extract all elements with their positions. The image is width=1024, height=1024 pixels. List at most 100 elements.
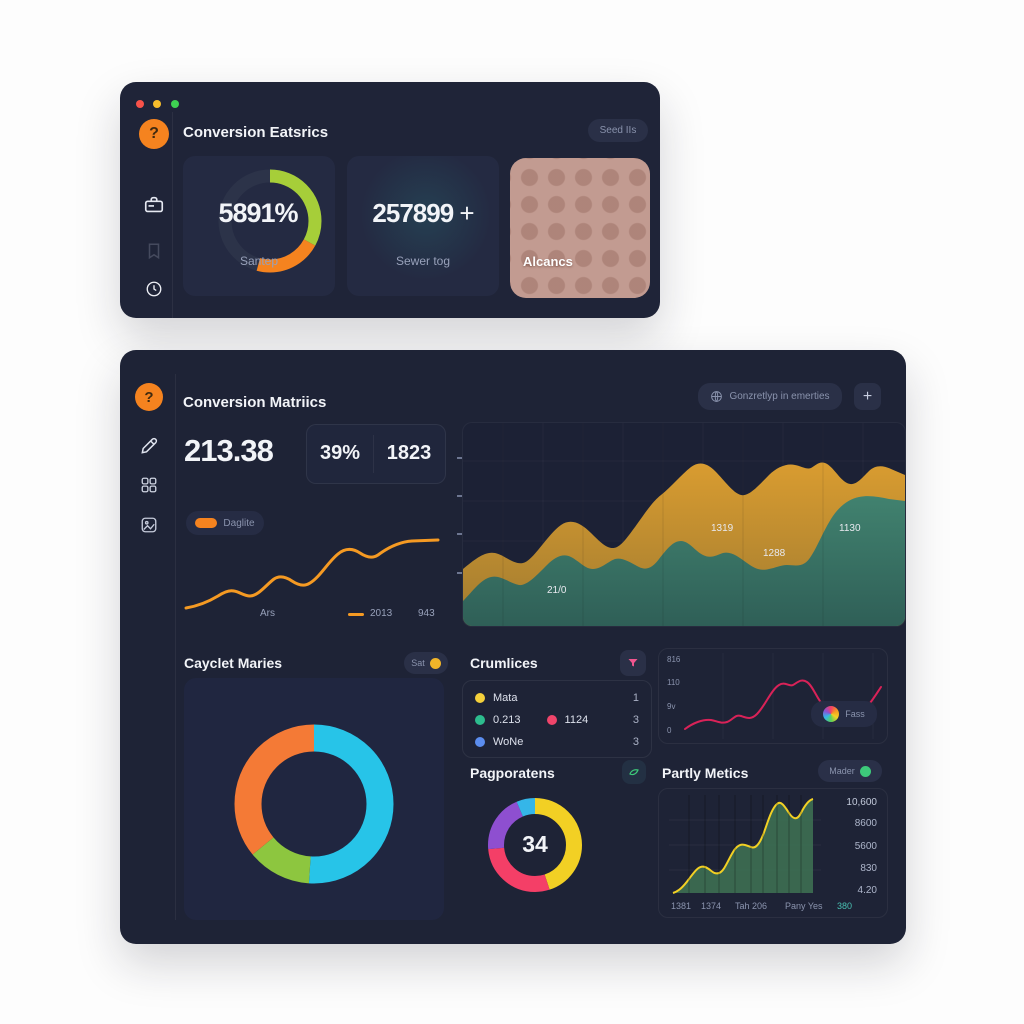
rainbow-pie-icon xyxy=(823,706,840,722)
stacked-area-chart: 1319 1288 1130 21/0 xyxy=(463,423,905,626)
generate-button-label: Gonzretlyp in emerties xyxy=(729,391,830,402)
sidebar-divider xyxy=(172,112,173,318)
counter-card: 257899 + Sewer tog xyxy=(347,156,499,296)
legend-label-3: WoNe xyxy=(493,736,524,748)
area-label-c: 1130 xyxy=(839,523,861,534)
area-chart-panel: 1319 1288 1130 21/0 xyxy=(462,422,906,627)
stat-pct: 39% xyxy=(319,442,361,464)
bars-y-label-2: 5600 xyxy=(854,841,877,852)
trend-series-label: 2013 xyxy=(370,608,393,619)
counter-plus: + xyxy=(459,198,474,228)
progress-section-title: Pagporatens xyxy=(470,765,555,781)
spark-badge[interactable]: Fass xyxy=(811,701,877,727)
bars-y-label-3: 830 xyxy=(860,863,877,874)
legend-row-1: Mata 1 xyxy=(475,690,639,706)
donut-section-badge[interactable]: Sat xyxy=(404,652,448,674)
filter-button[interactable] xyxy=(620,650,646,676)
pagporatens-donut-chart xyxy=(488,798,582,892)
spark-y0: 816 xyxy=(667,655,681,664)
stat-box: 39% 1823 xyxy=(306,424,446,484)
area-tick-4 xyxy=(457,572,462,574)
legend-row-2: 0.213 1124 3 xyxy=(475,712,639,728)
bars-section-badge[interactable]: Mader xyxy=(818,760,882,782)
bars-badge-label: Mader xyxy=(829,766,855,776)
app-logo[interactable]: ? xyxy=(139,119,169,149)
gauge-label: Santep xyxy=(239,254,279,268)
gauge-value: 5891% xyxy=(218,198,298,228)
bars-x-label-2: Tah 206 xyxy=(735,901,768,911)
top-window-badge[interactable]: Seed IIs xyxy=(588,119,648,142)
legend-row-3: WoNe 3 xyxy=(475,734,639,750)
minimize-traffic-light[interactable] xyxy=(153,100,162,108)
gauge-card: 5891% Santep xyxy=(183,156,335,296)
briefcase-icon[interactable] xyxy=(143,194,165,216)
main-window: ? Conversion Matriics Gonzretlyp in emer… xyxy=(120,350,906,944)
image-icon[interactable] xyxy=(140,516,158,534)
globe-icon xyxy=(710,390,723,403)
top-window-title: Conversion Eatsrics xyxy=(183,124,329,141)
donut-section-title: Cayclet Maries xyxy=(184,655,283,671)
area-tick-2 xyxy=(457,495,462,497)
legend-value-3: 3 xyxy=(632,736,639,748)
trend-legend-pill[interactable]: Daglite xyxy=(186,511,264,535)
gauge-ring xyxy=(218,169,322,273)
bars-card: 10,600 8600 5600 830 4.20 1381 1374 Tah … xyxy=(658,788,888,918)
clock-icon[interactable] xyxy=(145,280,163,298)
bars-x-label-0: 1381 xyxy=(671,901,692,911)
bars-y-label-0: 10,600 xyxy=(846,797,877,808)
spark-badge-label: Fass xyxy=(845,709,865,719)
spark-y3: 0 xyxy=(667,726,672,735)
green-status-icon xyxy=(859,765,871,777)
stat-count: 1823 xyxy=(386,442,432,464)
stat-big: 213.38 xyxy=(184,433,274,468)
area-label-b: 1288 xyxy=(763,548,786,559)
grid-icon[interactable] xyxy=(140,476,158,494)
donut-badge-label: Sat xyxy=(411,658,425,668)
trend-x-label: Ars xyxy=(260,608,275,619)
bars-y-label-4: 4.20 xyxy=(857,885,877,896)
leaf-icon xyxy=(629,769,639,776)
bars-x-label-4: 380 xyxy=(837,901,853,911)
legend-label-2b: 1124 xyxy=(564,714,589,726)
counter-label: Sewer tog xyxy=(395,254,451,268)
area-label-d: 21/0 xyxy=(547,585,567,596)
progress-center-value: 34 xyxy=(522,831,548,857)
maximize-traffic-light[interactable] xyxy=(170,100,179,108)
main-window-title: Conversion Matriics xyxy=(183,394,327,411)
trend-series-swatch xyxy=(348,613,364,616)
cayclet-donut-chart xyxy=(234,724,394,884)
generate-button[interactable]: Gonzretlyp in emerties xyxy=(698,383,842,410)
apps-tile[interactable]: Alcancs xyxy=(510,158,650,298)
legend-card: Mata 1 0.213 1124 3 WoNe 3 xyxy=(462,680,652,758)
progress-action-button[interactable] xyxy=(622,760,646,784)
bars-x-label-3: Pany Yes xyxy=(785,901,823,911)
spark-y2: 9v xyxy=(667,702,676,711)
partly-metics-chart xyxy=(669,795,821,894)
yellow-status-icon xyxy=(429,657,441,669)
funnel-icon xyxy=(628,659,638,667)
main-app-logo[interactable]: ? xyxy=(135,383,163,411)
legend-value-1: 1 xyxy=(632,692,639,704)
bookmark-icon[interactable] xyxy=(145,242,163,260)
close-traffic-light[interactable] xyxy=(136,100,144,108)
progress-donut-wrap: 34 xyxy=(480,790,590,900)
legend-dot-green xyxy=(475,715,485,725)
bars-section-title: Partly Metics xyxy=(662,765,749,781)
pencil-icon[interactable] xyxy=(139,436,159,456)
donut-card xyxy=(184,678,444,920)
trend-x-label2: 943 xyxy=(418,608,435,619)
spark-card: 816 110 9v 0 Fass xyxy=(658,648,888,744)
top-window: ? Conversion Eatsrics Seed IIs 5891% San… xyxy=(120,82,660,318)
area-label-a: 1319 xyxy=(711,523,734,534)
apps-tile-label: Alcancs xyxy=(523,254,573,269)
legend-section-title: Crumlices xyxy=(470,655,538,671)
bars-x-label-1: 1374 xyxy=(701,901,722,911)
trend-legend-label: Daglite xyxy=(223,517,255,529)
area-tick-1 xyxy=(457,457,462,459)
counter-value: 257899 + xyxy=(347,198,499,229)
bars-y-label-1: 8600 xyxy=(854,818,877,829)
counter-number: 257899 xyxy=(372,198,454,228)
trend-line-chart xyxy=(184,538,440,610)
add-button[interactable]: + xyxy=(854,383,881,410)
stat-box-divider xyxy=(373,435,374,473)
